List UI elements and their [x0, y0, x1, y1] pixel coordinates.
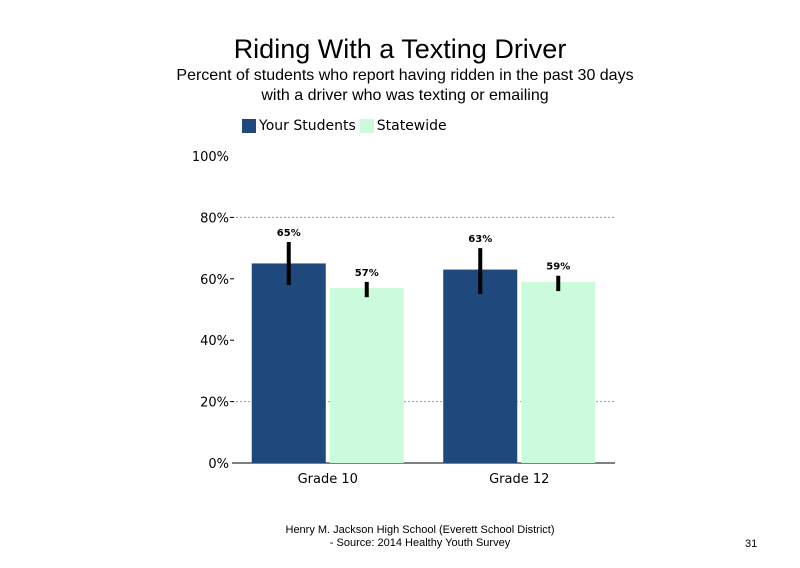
source-footer: Henry M. Jackson High School (Everett Sc… [220, 524, 620, 550]
footer-source: - Source: 2014 Healthy Youth Survey [329, 537, 511, 549]
page-number: 31 [745, 538, 758, 550]
legend-swatch-your-students [242, 119, 256, 133]
legend-item-your-students: Your Students [242, 118, 356, 134]
legend-swatch-statewide [359, 119, 374, 133]
chart-legend: Your Students Statewide [242, 118, 451, 134]
data-label: 59% [546, 262, 570, 273]
y-tick-label: 0% [208, 457, 229, 472]
data-label: 65% [277, 228, 301, 239]
legend-label-statewide: Statewide [376, 118, 447, 134]
bar-your-students-grade-12 [443, 269, 518, 463]
footer-school: Henry M. Jackson High School (Everett Sc… [285, 524, 555, 536]
subtitle-line-1: Percent of students who report having ri… [176, 67, 634, 84]
bar-statewide-grade-10 [329, 288, 404, 463]
legend-item-statewide: Statewide [359, 118, 447, 134]
bar-statewide-grade-12 [521, 281, 596, 463]
y-tick-label: 60% [200, 273, 229, 288]
y-tick-label: 40% [200, 334, 229, 349]
data-label: 63% [468, 234, 492, 245]
data-label: 57% [355, 268, 379, 279]
chart-subtitle: Percent of students who report having ri… [170, 66, 640, 114]
x-tick-label: Grade 10 [298, 472, 358, 487]
bar-your-students-grade-10 [251, 263, 326, 463]
chart-title: Riding With a Texting Driver [233, 34, 567, 64]
legend-label-your-students: Your Students [259, 118, 356, 134]
y-tick-label: 20% [200, 396, 229, 411]
x-tick-label: Grade 12 [489, 472, 549, 487]
y-tick-label: 80% [200, 211, 229, 226]
y-tick-label: 100% [192, 150, 229, 165]
subtitle-line-2: with a driver who was texting or emailin… [261, 87, 549, 104]
